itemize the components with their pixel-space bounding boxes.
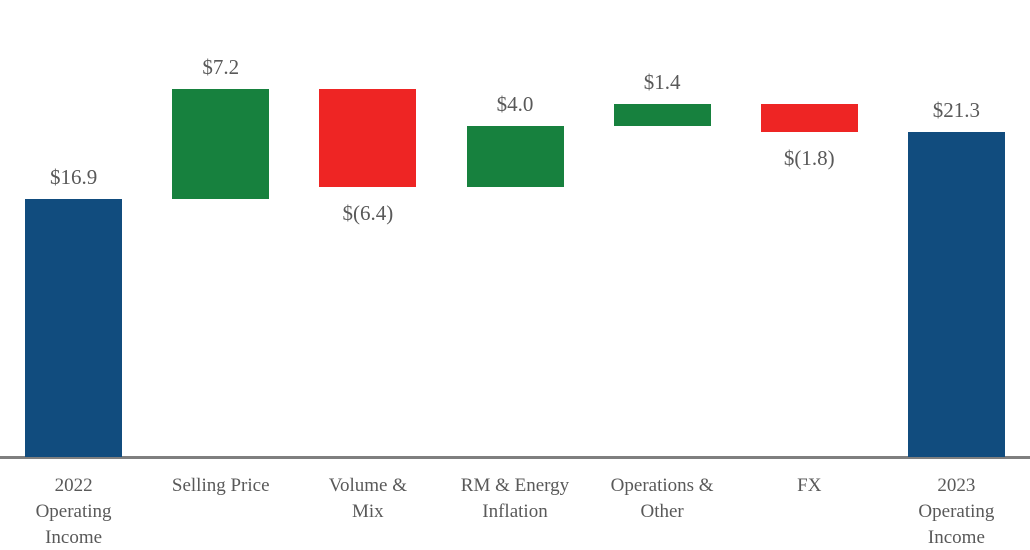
bar-rm-energy-inflation <box>466 125 564 187</box>
category-label-volume-mix: Volume & Mix <box>288 473 447 525</box>
category-label-line: RM & Energy <box>460 475 570 496</box>
category-label-selling-price: Selling Price <box>141 473 300 499</box>
category-label-operations-other: Operations & Other <box>583 473 742 525</box>
bar-selling-price <box>172 88 270 199</box>
bar-volume-mix <box>319 88 417 187</box>
category-label-line: Income <box>45 527 103 548</box>
category-label-line: 2023 <box>937 475 976 496</box>
value-label-selling-price: $7.2 <box>202 54 240 79</box>
category-label-line: Selling Price <box>171 475 270 496</box>
value-label-rm-energy-inflation: $4.0 <box>496 91 534 116</box>
category-label-2023-operating-income: 2023 Operating Income <box>877 473 1030 550</box>
bar-2022-operating-income <box>25 198 123 457</box>
value-label-2022-operating-income: $16.9 <box>49 164 98 189</box>
category-label-line: Other <box>640 501 684 522</box>
value-label-volume-mix: $(6.4) <box>342 200 394 225</box>
category-label-line: Volume & <box>328 475 407 496</box>
category-label-2022-operating-income: 2022 Operating Income <box>0 473 153 550</box>
category-label-line: Income <box>927 527 985 548</box>
category-label-line: 2022 <box>54 475 93 496</box>
value-label-2023-operating-income: $21.3 <box>932 97 981 122</box>
category-label-rm-energy-inflation: RM & Energy Inflation <box>435 473 594 525</box>
category-label-line: Operating <box>35 501 112 522</box>
category-label-fx: FX <box>730 473 889 499</box>
category-label-line: FX <box>797 475 822 496</box>
bar-operations-other <box>613 104 711 126</box>
category-label-line: Operations & <box>610 475 714 496</box>
category-label-line: Operating <box>918 501 995 522</box>
bar-2023-operating-income <box>907 131 1005 457</box>
category-label-line: Mix <box>352 501 384 522</box>
value-label-fx: $(1.8) <box>783 145 835 170</box>
value-label-operations-other: $1.4 <box>643 70 681 95</box>
category-label-line: Inflation <box>482 501 548 522</box>
x-axis-line <box>0 456 1030 459</box>
bar-fx <box>760 104 858 132</box>
